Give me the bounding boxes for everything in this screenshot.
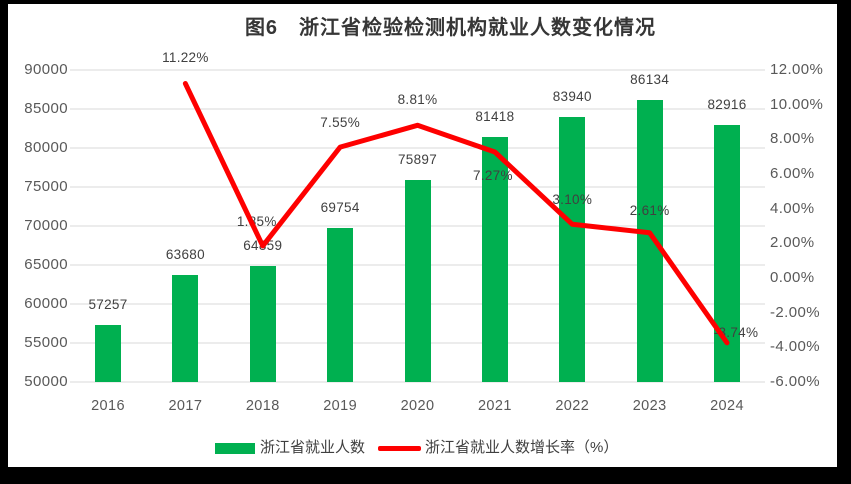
employment-bar <box>172 275 199 382</box>
bar-value-label: 82916 <box>707 97 747 113</box>
y2-axis-tick-label: 12.00% <box>770 61 824 78</box>
legend-line-label: 浙江省就业人数增长率（%） <box>425 439 619 456</box>
y2-axis-tick-label: -4.00% <box>770 338 820 356</box>
line-value-label: 8.81% <box>397 92 438 108</box>
employment-bar <box>636 100 663 382</box>
x-axis-tick-label: 2017 <box>168 398 203 414</box>
line-value-label: 1.85% <box>236 213 277 229</box>
y2-axis-tick-label: 2.00% <box>770 234 815 252</box>
chart-title: 图6 浙江省检验检测机构就业人数变化情况 <box>244 17 657 39</box>
employment-bar <box>404 180 431 382</box>
line-value-label: 7.55% <box>320 115 361 131</box>
bar-value-label: 63680 <box>165 247 205 263</box>
y-axis-tick-label: 70000 <box>24 217 68 234</box>
y-axis-tick-label: 85000 <box>24 100 68 117</box>
bar-value-label: 64859 <box>243 238 283 254</box>
legend-bar-swatch <box>215 442 255 454</box>
y2-axis-tick-label: -6.00% <box>770 373 820 390</box>
line-value-label: -3.74% <box>713 324 759 340</box>
y2-axis-tick-label: -2.00% <box>770 303 820 321</box>
y-axis-tick-label: 90000 <box>24 61 68 78</box>
y2-axis-tick-label: 0.00% <box>770 269 815 286</box>
legend-bar-label: 浙江省就业人数 <box>260 439 366 456</box>
bar-value-label: 86134 <box>630 72 670 88</box>
x-axis-tick-label: 2020 <box>400 398 435 414</box>
legend-line-swatch <box>378 445 422 451</box>
employment-bar <box>714 125 740 382</box>
y-axis-tick-label: 80000 <box>24 139 68 156</box>
x-axis-tick-label: 2016 <box>91 398 125 414</box>
chart-surface: 图6 浙江省检验检测机构就业人数变化情况 57257 63680 64859 6975… <box>8 4 837 467</box>
x-axis-tick-label: 2024 <box>710 398 744 414</box>
y2-axis-tick-label: 10.00% <box>770 95 824 113</box>
y-axis-tick-label: 75000 <box>24 178 68 195</box>
x-axis-tick-label: 2021 <box>477 398 512 414</box>
bar-value-label: 57257 <box>88 297 128 313</box>
bar-value-label: 75897 <box>397 152 438 167</box>
x-axis-tick-label: 2023 <box>632 398 667 414</box>
line-value-label: 11.22% <box>162 49 209 65</box>
x-axis-tick-label: 2022 <box>555 398 590 414</box>
employment-bar <box>559 117 586 382</box>
employment-bar <box>95 325 121 382</box>
y2-axis-tick-label: 4.00% <box>770 199 815 217</box>
bar-value-label: 83940 <box>552 89 592 105</box>
x-axis-tick-label: 2019 <box>323 398 358 414</box>
y2-axis-tick-label: 6.00% <box>770 165 815 182</box>
employment-bar <box>327 227 354 382</box>
line-value-label: 3.10% <box>552 192 593 208</box>
y2-axis-tick-label: 8.00% <box>770 130 815 148</box>
line-value-label: 2.61% <box>629 202 670 218</box>
employment-bar <box>249 266 276 382</box>
legend: 浙江省就业人数 浙江省就业人数增长率（%） <box>215 438 618 458</box>
line-value-label: 7.27% <box>472 167 513 183</box>
y-axis-tick-label: 65000 <box>24 256 68 273</box>
y-axis-tick-label: 55000 <box>24 334 68 351</box>
bar-value-label: 69754 <box>320 199 360 215</box>
y-axis-tick-label: 60000 <box>24 295 68 312</box>
bar-value-label: 81418 <box>475 108 515 124</box>
x-axis-tick-label: 2018 <box>245 398 280 414</box>
y-axis-tick-label: 50000 <box>24 373 68 390</box>
